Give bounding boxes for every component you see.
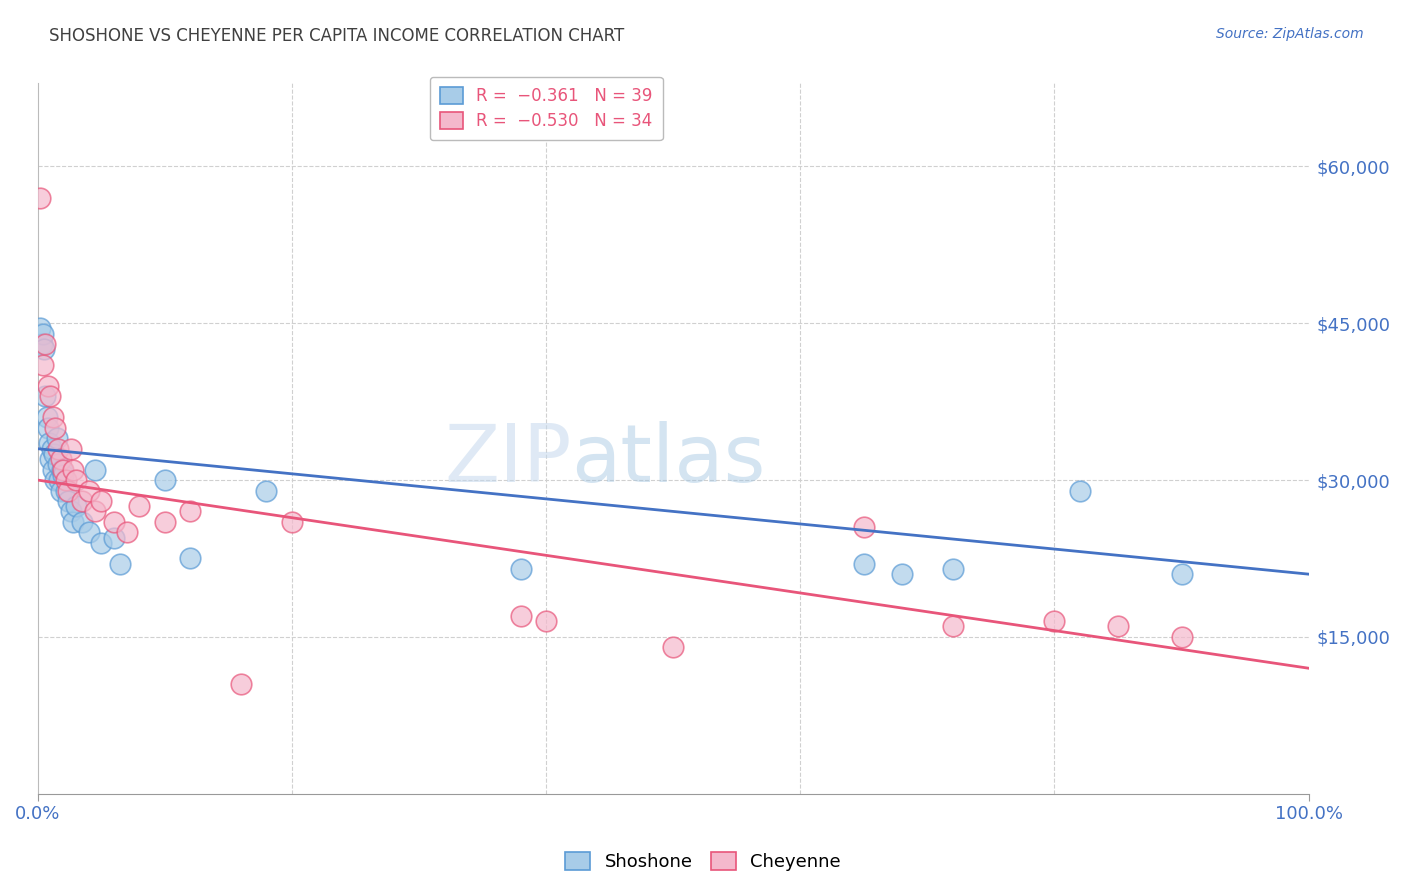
Text: Source: ZipAtlas.com: Source: ZipAtlas.com — [1216, 27, 1364, 41]
Point — [534, 614, 557, 628]
Point — [70, 515, 93, 529]
Point — [34, 389, 56, 403]
Point — [852, 520, 875, 534]
Point — [62, 462, 84, 476]
Point — [49, 483, 72, 498]
Point — [90, 494, 112, 508]
Text: atlas: atlas — [571, 421, 766, 499]
Point — [65, 473, 87, 487]
Point — [42, 462, 65, 476]
Point — [56, 483, 79, 498]
Point — [281, 515, 304, 529]
Point — [83, 504, 105, 518]
Text: SHOSHONE VS CHEYENNE PER CAPITA INCOME CORRELATION CHART: SHOSHONE VS CHEYENNE PER CAPITA INCOME C… — [49, 27, 624, 45]
Point — [42, 410, 65, 425]
Point — [179, 551, 201, 566]
Point — [103, 515, 125, 529]
Point — [39, 389, 62, 403]
Point — [662, 640, 685, 655]
Point — [128, 499, 150, 513]
Point — [83, 462, 105, 476]
Point — [59, 504, 82, 518]
Point — [509, 562, 531, 576]
Point — [55, 473, 77, 487]
Point — [44, 421, 66, 435]
Point — [942, 562, 965, 576]
Point — [49, 452, 72, 467]
Point — [52, 467, 75, 482]
Point — [52, 462, 75, 476]
Point — [891, 567, 914, 582]
Point — [35, 410, 58, 425]
Point — [256, 483, 278, 498]
Point — [1170, 630, 1192, 644]
Point — [31, 326, 53, 341]
Point — [30, 321, 52, 335]
Point — [32, 343, 55, 357]
Point — [509, 609, 531, 624]
Point — [1107, 619, 1129, 633]
Point — [62, 515, 84, 529]
Point — [103, 531, 125, 545]
Point — [41, 442, 63, 456]
Point — [153, 473, 176, 487]
Point — [90, 536, 112, 550]
Point — [1069, 483, 1091, 498]
Legend: R =  −0.361   N = 39, R =  −0.530   N = 34: R = −0.361 N = 39, R = −0.530 N = 34 — [430, 77, 662, 140]
Point — [59, 442, 82, 456]
Point — [65, 499, 87, 513]
Point — [70, 494, 93, 508]
Point — [77, 483, 100, 498]
Text: ZIP: ZIP — [444, 421, 571, 499]
Point — [153, 515, 176, 529]
Point — [77, 525, 100, 540]
Point — [229, 677, 252, 691]
Point — [56, 494, 79, 508]
Point — [34, 337, 56, 351]
Point — [46, 458, 69, 472]
Point — [179, 504, 201, 518]
Point — [55, 483, 77, 498]
Point — [37, 421, 59, 435]
Point — [48, 473, 70, 487]
Point — [31, 337, 53, 351]
Point — [38, 436, 60, 450]
Point — [115, 525, 138, 540]
Point — [852, 557, 875, 571]
Point — [1170, 567, 1192, 582]
Point — [44, 447, 66, 461]
Point — [51, 462, 73, 476]
Point — [31, 358, 53, 372]
Point — [110, 557, 132, 571]
Point — [44, 473, 66, 487]
Point — [45, 431, 67, 445]
Point — [37, 379, 59, 393]
Legend: Shoshone, Cheyenne: Shoshone, Cheyenne — [558, 845, 848, 879]
Point — [30, 191, 52, 205]
Point — [46, 442, 69, 456]
Point — [1043, 614, 1066, 628]
Point — [39, 452, 62, 467]
Point — [942, 619, 965, 633]
